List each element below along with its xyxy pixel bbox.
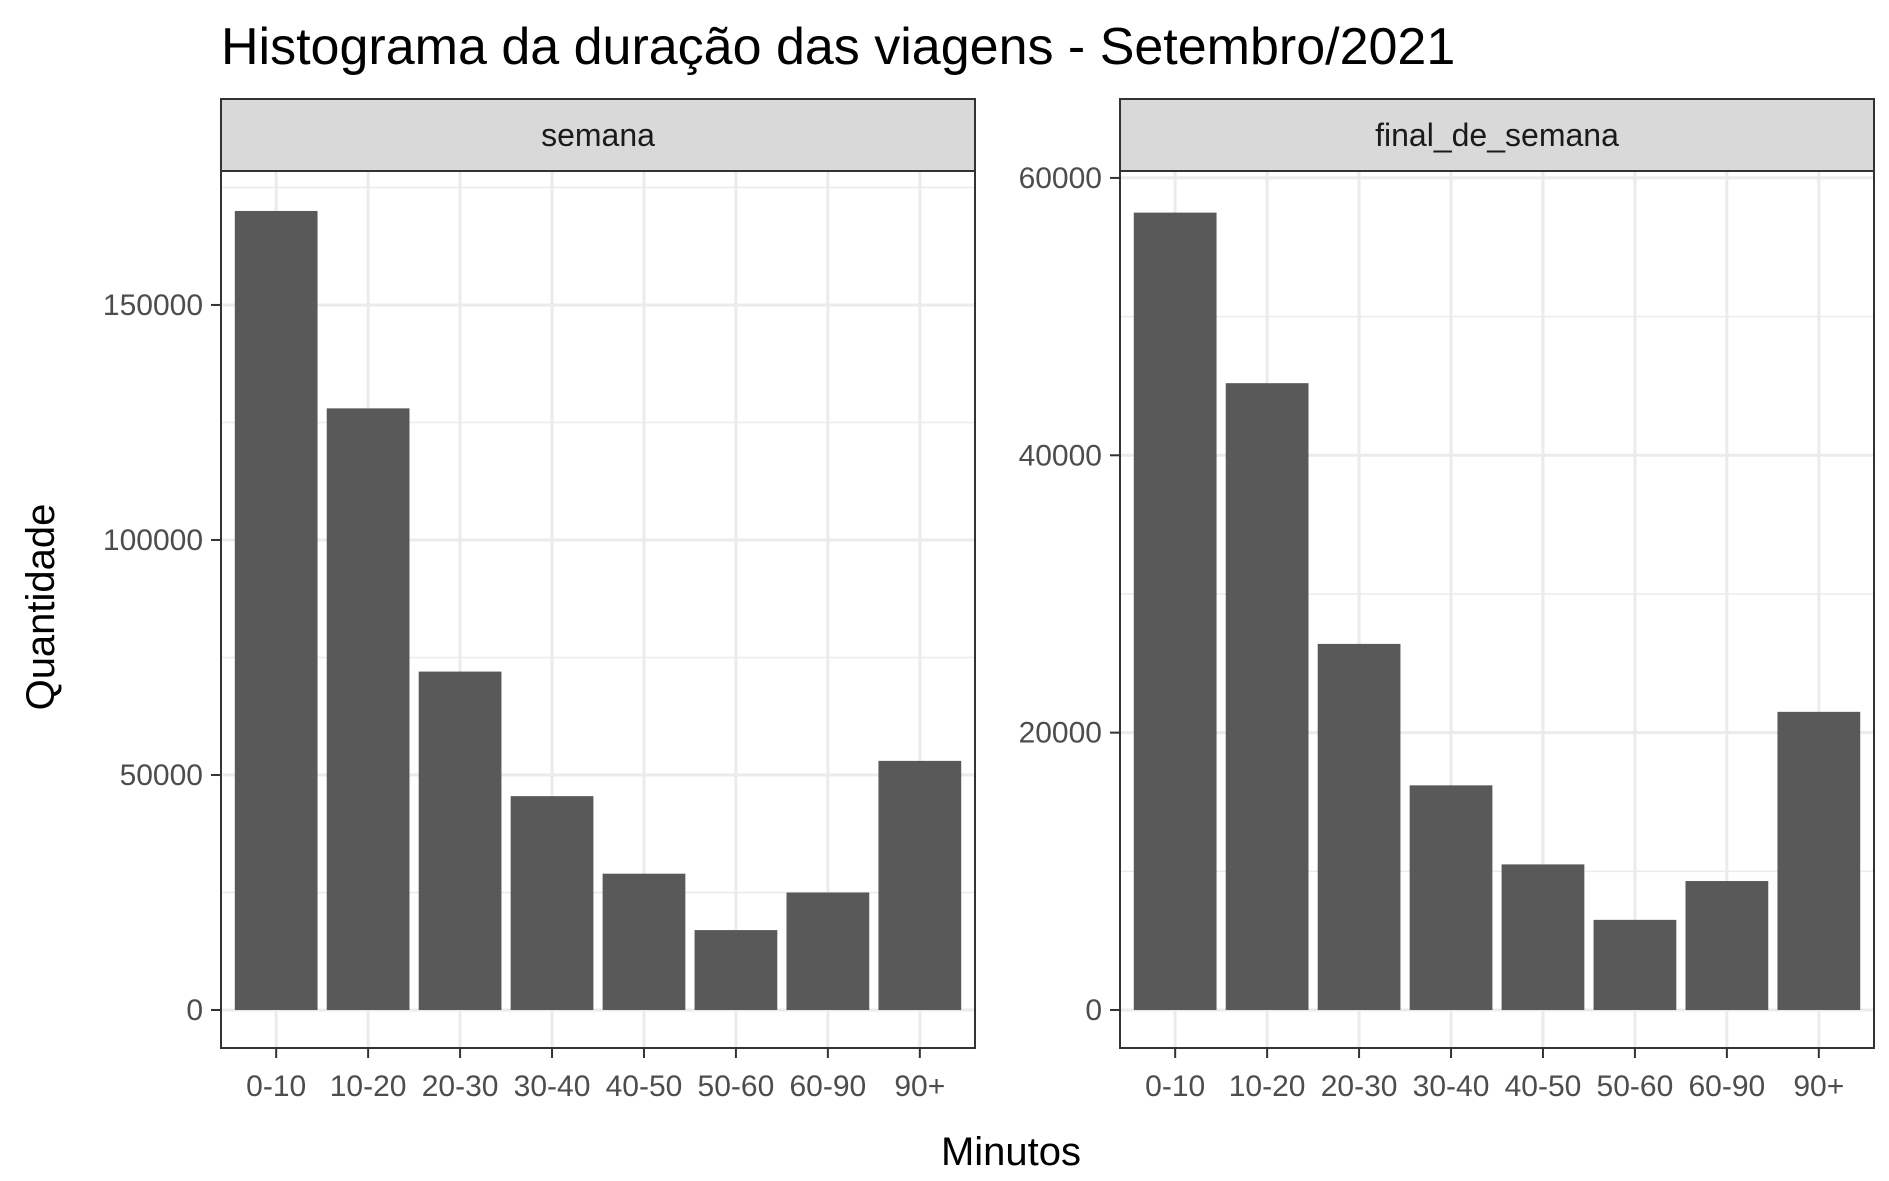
y-tick-label: 100000	[103, 524, 203, 557]
x-tick-label: 30-40	[1413, 1070, 1490, 1103]
bar	[602, 873, 686, 1010]
x-tick-label: 60-90	[790, 1070, 867, 1103]
x-tick-label: 40-50	[606, 1070, 683, 1103]
x-tick-label: 20-30	[422, 1070, 499, 1103]
facet-strip-label: semana	[541, 117, 655, 153]
facet-strip	[220, 98, 976, 172]
bar	[1593, 919, 1677, 1010]
x-tick-label: 10-20	[330, 1070, 407, 1103]
bar	[878, 760, 962, 1010]
chart-title: Histograma da duração das viagens - Sete…	[221, 18, 1455, 76]
bar	[418, 671, 502, 1010]
bar	[1133, 212, 1217, 1011]
y-tick-label: 50000	[120, 759, 203, 792]
x-tick-label: 10-20	[1229, 1070, 1306, 1103]
x-tick-label: 30-40	[514, 1070, 591, 1103]
x-tick-label: 40-50	[1505, 1070, 1582, 1103]
bar	[1685, 881, 1769, 1010]
facet-panel: semana 0 50000 100000 150000 0-10 10-20 20-30 30…	[103, 98, 976, 1103]
bar	[234, 210, 318, 1010]
bar	[1409, 785, 1493, 1010]
bar	[1777, 711, 1861, 1010]
x-tick-label: 0-10	[1145, 1070, 1205, 1103]
y-axis-title: Quantidade	[19, 504, 63, 711]
facet-strip	[1119, 98, 1875, 172]
bar	[1317, 643, 1401, 1010]
y-tick-label: 0	[186, 994, 203, 1027]
bar	[1225, 383, 1309, 1010]
y-tick-label: 40000	[1019, 439, 1102, 472]
bar	[694, 930, 778, 1010]
y-tick-label: 150000	[103, 289, 203, 322]
facet-panels: semana 0 50000 100000 150000 0-10 10-20 20-30 30…	[103, 98, 1875, 1103]
facet-panel: final_de_semana 0 20000 40000 60000 0-10 10-20…	[1019, 98, 1875, 1103]
x-tick-label: 90+	[1793, 1070, 1844, 1103]
bar	[326, 408, 410, 1010]
x-tick-label: 50-60	[698, 1070, 775, 1103]
x-tick-label: 50-60	[1597, 1070, 1674, 1103]
bar	[786, 892, 870, 1010]
y-tick-label: 20000	[1019, 717, 1102, 750]
x-tick-label: 60-90	[1689, 1070, 1766, 1103]
x-tick-label: 0-10	[246, 1070, 306, 1103]
y-tick-label: 0	[1085, 994, 1102, 1027]
x-tick-label: 20-30	[1321, 1070, 1398, 1103]
x-axis-title: Minutos	[941, 1130, 1081, 1174]
bar	[510, 796, 594, 1010]
y-tick-label: 60000	[1019, 162, 1102, 195]
x-tick-label: 90+	[894, 1070, 945, 1103]
facet-strip-label: final_de_semana	[1375, 117, 1619, 153]
bar	[1501, 864, 1585, 1010]
